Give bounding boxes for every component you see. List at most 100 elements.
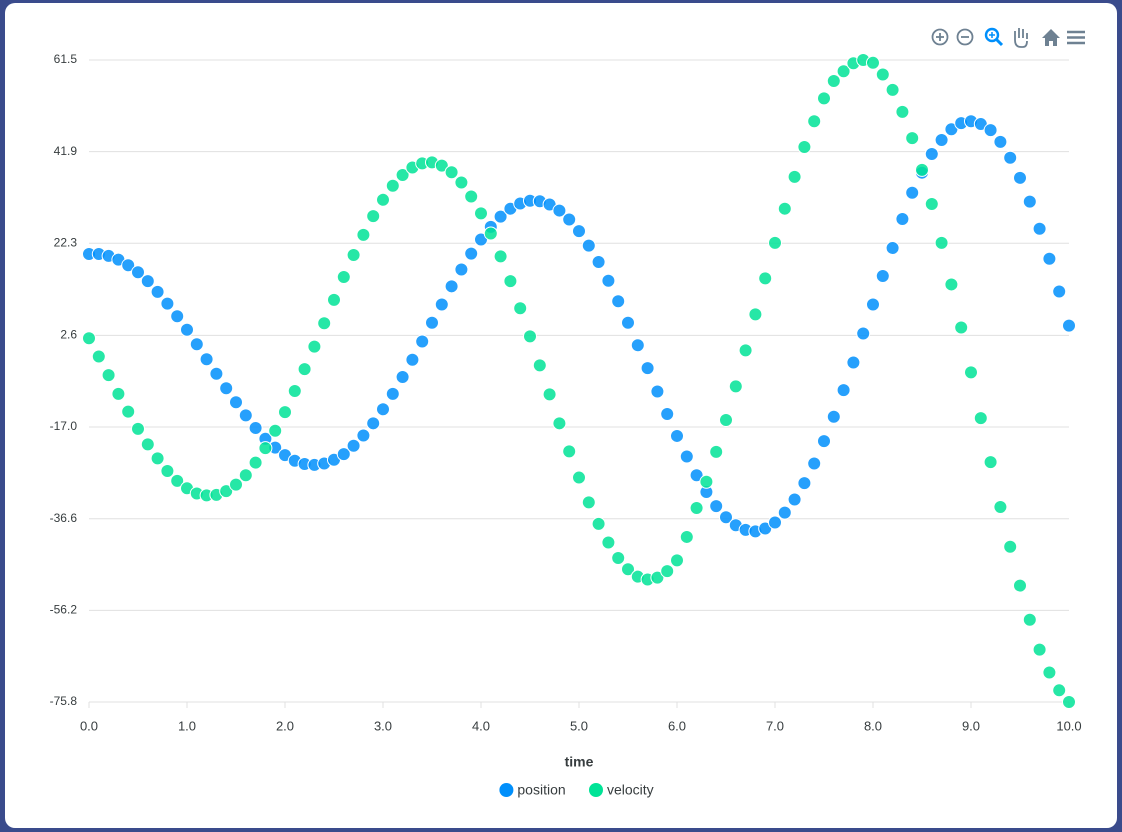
point (601, 535, 616, 550)
point (532, 358, 547, 373)
point (728, 379, 743, 394)
point (219, 381, 234, 396)
point (464, 189, 479, 204)
point (278, 405, 292, 420)
point (238, 468, 253, 483)
point (709, 499, 724, 514)
legend-item[interactable]: velocity (589, 782, 654, 798)
point (983, 123, 998, 138)
point (366, 209, 381, 224)
point (1032, 221, 1047, 236)
point (650, 570, 665, 585)
point (376, 192, 390, 207)
point (640, 361, 655, 376)
point (856, 326, 871, 341)
point (689, 468, 704, 483)
point (160, 296, 175, 311)
point (317, 316, 332, 331)
point (229, 477, 243, 492)
legend-marker (499, 783, 514, 797)
y-tick-label: 22.3 (54, 235, 78, 249)
legend-item[interactable]: position (499, 782, 566, 798)
point (817, 434, 831, 449)
point (150, 451, 165, 466)
point (1062, 695, 1076, 709)
point (846, 355, 861, 370)
point (866, 297, 880, 312)
point (523, 329, 537, 344)
point (1013, 170, 1027, 185)
point (238, 408, 253, 423)
zoom-in-button[interactable] (931, 28, 949, 46)
x-tick-label: 0.0 (80, 718, 98, 733)
x-tick-label: 4.0 (472, 718, 490, 733)
point (552, 416, 567, 431)
point (777, 505, 792, 520)
reset-button[interactable] (1042, 29, 1060, 46)
point (160, 464, 175, 479)
point (826, 74, 841, 89)
point (444, 165, 459, 180)
point (934, 235, 949, 250)
point (346, 247, 361, 262)
y-tick-label: 41.9 (54, 144, 78, 158)
point (1022, 612, 1037, 627)
point (895, 211, 910, 226)
point (905, 131, 920, 146)
point (385, 386, 400, 401)
series-1 (82, 53, 1076, 709)
point (405, 352, 420, 367)
point (140, 437, 155, 452)
point (591, 254, 606, 269)
toolbar (931, 27, 1085, 48)
point (787, 169, 802, 184)
point (327, 292, 341, 307)
legend: position velocity (499, 782, 654, 798)
menu-button[interactable] (1067, 30, 1085, 45)
point (1003, 539, 1018, 554)
point (140, 274, 155, 289)
point (591, 516, 606, 531)
point (434, 158, 449, 173)
point (552, 203, 567, 218)
point (297, 362, 312, 377)
point (719, 413, 733, 428)
point (768, 235, 782, 250)
point (356, 227, 371, 242)
point (807, 114, 822, 129)
x-tick-label: 8.0 (864, 718, 882, 733)
x-tick-label: 1.0 (178, 718, 196, 733)
point (131, 421, 145, 436)
x-tick-label: 7.0 (766, 718, 784, 733)
point (376, 402, 390, 417)
point (738, 343, 753, 358)
zoom-select-button[interactable] (984, 27, 1004, 47)
pan-button[interactable] (1014, 28, 1028, 48)
point (503, 274, 518, 289)
legend-label: position (517, 782, 565, 798)
point (434, 297, 449, 312)
y-tick-label: -36.6 (50, 511, 78, 525)
point (1062, 318, 1076, 333)
point (679, 529, 694, 544)
point (1042, 251, 1057, 266)
point (983, 455, 998, 470)
point (454, 262, 469, 277)
point (1032, 642, 1047, 657)
point (934, 132, 949, 147)
point (954, 320, 969, 335)
point (670, 553, 684, 568)
point (336, 447, 351, 462)
point (1042, 665, 1057, 680)
x-tick-label: 6.0 (668, 718, 686, 733)
point (444, 279, 459, 294)
point (464, 246, 479, 261)
point (826, 409, 841, 424)
point (630, 338, 645, 353)
x-tick-label: 9.0 (962, 718, 980, 733)
zoom-out-button[interactable] (956, 28, 974, 46)
x-tick-label: 3.0 (374, 718, 392, 733)
point (699, 474, 714, 489)
x-tick-label: 2.0 (276, 718, 294, 733)
